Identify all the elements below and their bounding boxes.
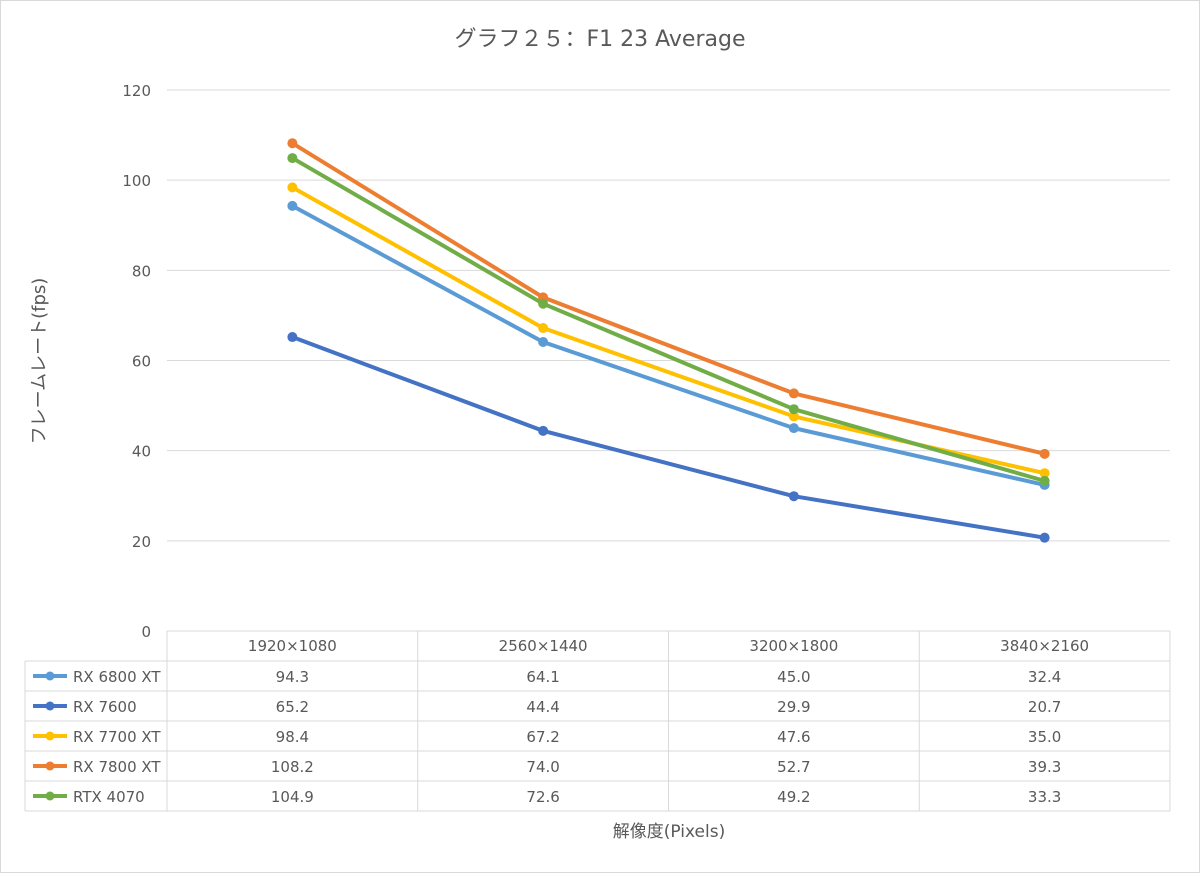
- data-label: 65.2: [276, 698, 309, 716]
- data-label: 52.7: [777, 758, 810, 776]
- data-point: [1039, 468, 1050, 479]
- series-lines: [287, 138, 1050, 543]
- y-tick-label: 20: [132, 533, 151, 551]
- data-label: 104.9: [271, 788, 314, 806]
- y-tick-label: 120: [122, 82, 151, 100]
- x-tick-label: 1920×1080: [248, 637, 337, 655]
- data-point: [538, 425, 549, 436]
- data-label: 33.3: [1028, 788, 1061, 806]
- data-point: [287, 153, 298, 164]
- data-label: 44.4: [526, 698, 559, 716]
- data-label: 35.0: [1028, 728, 1061, 746]
- chart-title: グラフ２５：F1 23 Average: [455, 27, 746, 52]
- legend-marker: [45, 671, 55, 681]
- data-point: [538, 337, 549, 348]
- data-label: 32.4: [1028, 668, 1061, 686]
- legend-label: RX 7600: [73, 698, 137, 716]
- data-point: [287, 138, 298, 149]
- data-point: [788, 411, 799, 422]
- data-point: [287, 200, 298, 211]
- data-label: 74.0: [526, 758, 559, 776]
- data-point: [1039, 475, 1050, 486]
- data-label: 72.6: [526, 788, 559, 806]
- data-point: [1039, 532, 1050, 543]
- data-label: 98.4: [276, 728, 309, 746]
- y-tick-label: 0: [141, 623, 151, 641]
- data-label: 108.2: [271, 758, 314, 776]
- legend-label: RX 6800 XT: [73, 668, 161, 686]
- data-label: 45.0: [777, 668, 810, 686]
- x-tick-label: 2560×1440: [499, 637, 588, 655]
- x-axis-label: 解像度(Pixels): [613, 822, 725, 842]
- legend-label: RX 7800 XT: [73, 758, 161, 776]
- y-axis-label: フレームレート(fps): [29, 278, 50, 445]
- data-label: 94.3: [276, 668, 309, 686]
- data-label: 47.6: [777, 728, 810, 746]
- data-label: 64.1: [526, 668, 559, 686]
- legend-marker: [45, 731, 55, 741]
- legend-label: RTX 4070: [73, 788, 145, 806]
- data-point: [1039, 448, 1050, 459]
- data-point: [287, 332, 298, 343]
- y-tick-labels: 0 20 40 60 80 100 120: [122, 82, 151, 641]
- legend-marker: [45, 761, 55, 771]
- data-label: 67.2: [526, 728, 559, 746]
- data-point: [788, 491, 799, 502]
- data-label: 20.7: [1028, 698, 1061, 716]
- legend-marker: [45, 791, 55, 801]
- data-point: [788, 404, 799, 415]
- legend-marker: [45, 701, 55, 711]
- y-tick-label: 60: [132, 353, 151, 371]
- data-point: [538, 298, 549, 309]
- data-point: [538, 323, 549, 334]
- data-label: 49.2: [777, 788, 810, 806]
- legend-label: RX 7700 XT: [73, 728, 161, 746]
- data-label: 39.3: [1028, 758, 1061, 776]
- y-tick-label: 100: [122, 172, 151, 190]
- data-point: [788, 388, 799, 399]
- series-line: [290, 156, 1047, 483]
- series-line: [290, 335, 1047, 540]
- y-tick-label: 80: [132, 262, 151, 280]
- data-table: 1920×1080 2560×1440 3200×1800 3840×2160 RX 6…: [24, 630, 1171, 812]
- series-line: [290, 203, 1047, 487]
- series-line: [290, 185, 1047, 476]
- x-tick-label: 3840×2160: [1000, 637, 1089, 655]
- x-tick-label: 3200×1800: [749, 637, 838, 655]
- data-point: [287, 182, 298, 193]
- data-point: [788, 423, 799, 434]
- series-line: [290, 141, 1047, 456]
- data-label: 29.9: [777, 698, 810, 716]
- y-tick-label: 40: [132, 443, 151, 461]
